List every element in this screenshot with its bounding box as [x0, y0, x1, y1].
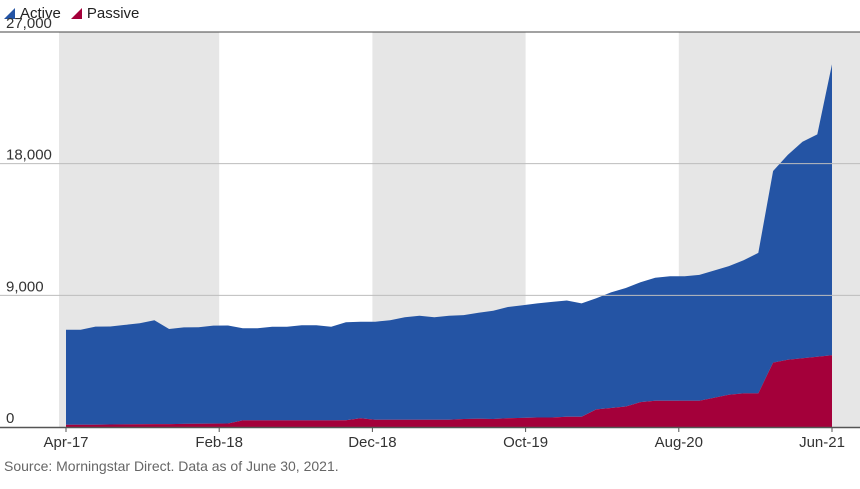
- y-tick-label: 9,000: [6, 278, 44, 295]
- legend-passive-label: Passive: [86, 4, 140, 22]
- x-tick-label: Jun-21: [799, 434, 845, 451]
- y-tick-label: 27,000: [6, 15, 52, 32]
- x-tick-label: Dec-18: [348, 434, 396, 451]
- active-area: [66, 64, 832, 425]
- source-note: Source: Morningstar Direct. Data as of J…: [4, 458, 339, 474]
- x-tick-label: Aug-20: [655, 434, 703, 451]
- x-tick-label: Oct-19: [503, 434, 548, 451]
- legend-item-passive[interactable]: Passive: [70, 4, 140, 22]
- legend-item-active[interactable]: Active: [4, 5, 61, 22]
- x-tick-labels: Apr-17 Feb-18 Dec-18 Oct-19 Aug-20 Jun-21: [43, 427, 845, 451]
- y-tick-labels: 0 9,000 18,000 27,000: [6, 15, 52, 427]
- x-tick-label: Feb-18: [195, 434, 243, 451]
- legend: Active Passive: [4, 3, 149, 23]
- legend-active-label: Active: [20, 4, 61, 22]
- legend-passive-marker: [70, 7, 82, 19]
- y-tick-label: 0: [6, 410, 14, 427]
- area-series: [66, 64, 832, 427]
- passive-area: [66, 355, 832, 427]
- legend-active-marker: [4, 7, 15, 19]
- gridlines: [0, 31, 860, 429]
- y-tick-label: 18,000: [6, 147, 52, 164]
- x-tick-label: Apr-17: [43, 434, 88, 451]
